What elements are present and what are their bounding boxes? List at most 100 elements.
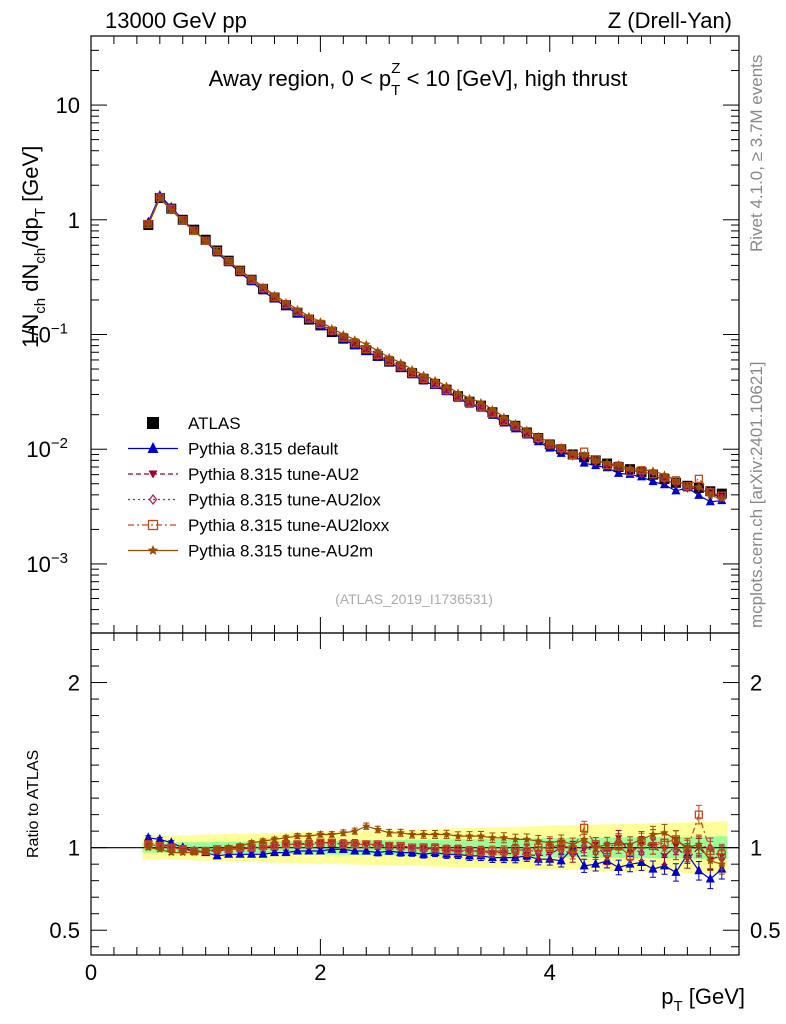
au2m-marker xyxy=(155,193,165,203)
default-marker xyxy=(671,866,681,876)
au2m-marker xyxy=(147,545,159,555)
au2loxx-marker xyxy=(373,840,382,849)
au2m-marker xyxy=(419,370,428,379)
au2m-marker xyxy=(430,830,440,839)
mcplots-label: mcplots.cern.ch [arXiv:2401.10621] xyxy=(747,362,766,628)
header-beam-label: 13000 GeV pp xyxy=(105,8,247,33)
default-marker xyxy=(614,467,624,477)
au2m-marker xyxy=(465,831,474,840)
au2m-marker xyxy=(362,821,371,830)
au2m-marker xyxy=(201,236,210,245)
au2m-marker xyxy=(293,831,302,840)
au2m-marker xyxy=(327,323,337,332)
au2loxx-marker xyxy=(385,841,394,851)
au2m-marker xyxy=(706,490,715,500)
chart-title: Away region, 0 < pTZ < 10 [GeV], high th… xyxy=(209,60,628,99)
au2m-marker xyxy=(235,841,245,850)
ratio-tick-label-right: 1 xyxy=(750,836,762,861)
ratio-tick-label-right: 2 xyxy=(750,671,762,696)
legend-label-au2: Pythia 8.315 tune-AU2 xyxy=(188,465,359,484)
au2m-marker xyxy=(534,836,543,845)
au2m-marker xyxy=(568,839,577,848)
au2m-marker xyxy=(706,856,715,865)
y-tick-label: 10−2 xyxy=(26,435,68,462)
au2loxx-marker xyxy=(339,840,348,849)
default-marker xyxy=(614,861,624,871)
legend-label-au2lox: Pythia 8.315 tune-AU2lox xyxy=(188,491,381,510)
default-marker xyxy=(694,489,704,499)
au2m-marker xyxy=(648,466,658,475)
au2m-marker xyxy=(614,461,623,470)
au2m-marker xyxy=(270,834,279,844)
au2m-marker xyxy=(224,843,233,852)
au2loxx-marker xyxy=(465,846,474,856)
au2m-marker xyxy=(373,825,382,834)
au2m-marker xyxy=(304,831,314,840)
au2m-marker xyxy=(442,381,451,390)
au2m-marker xyxy=(614,838,623,847)
default-marker xyxy=(579,860,589,870)
x-tick-label: 2 xyxy=(314,960,326,985)
au2m-marker xyxy=(499,833,509,842)
au2m-marker xyxy=(694,839,704,848)
au2m-marker xyxy=(144,843,153,852)
au2m-marker xyxy=(167,205,176,214)
au2loxx-marker xyxy=(270,841,279,851)
au2m-marker xyxy=(637,465,646,474)
au2m-marker xyxy=(144,220,153,229)
au2loxx-marker xyxy=(316,838,325,847)
au2m-marker xyxy=(189,848,199,857)
au2lox-marker xyxy=(443,846,450,856)
au2m-marker xyxy=(476,397,486,406)
au2m-marker xyxy=(465,393,474,402)
legend-label-default: Pythia 8.315 default xyxy=(188,440,339,459)
au2m-marker xyxy=(602,458,612,467)
au2m-marker xyxy=(683,481,692,490)
au2m-marker xyxy=(557,442,566,451)
au2lox-marker xyxy=(580,841,588,851)
au2m-marker xyxy=(534,431,543,440)
default-marker xyxy=(155,833,165,843)
au2loxx-marker xyxy=(304,840,314,849)
y-tick-label: 10−1 xyxy=(26,321,68,348)
default-marker xyxy=(292,845,302,855)
default-marker xyxy=(258,848,268,858)
au2m-marker xyxy=(316,317,325,326)
x-tick-label: 0 xyxy=(85,960,97,985)
x-tick-label: 4 xyxy=(544,960,556,985)
legend-label-data: ATLAS xyxy=(188,414,241,433)
ratio-tick-label-left: 1 xyxy=(68,836,80,861)
au2loxx-marker xyxy=(147,519,159,531)
au2m-marker xyxy=(511,834,520,844)
au2m-marker xyxy=(281,833,291,842)
au2m-marker xyxy=(545,438,554,447)
chart-title-sub: T xyxy=(391,82,400,99)
au2m-marker xyxy=(625,463,635,472)
au2lox-marker xyxy=(615,460,622,470)
chart-title-sup: Z xyxy=(391,60,400,77)
y-tick-label: 10−3 xyxy=(26,550,68,577)
au2loxx-marker xyxy=(453,845,463,854)
au2lox-marker xyxy=(148,493,158,506)
au2m-marker xyxy=(189,226,199,235)
legend-label-au2m: Pythia 8.315 tune-AU2m xyxy=(188,542,373,561)
au2m-marker xyxy=(167,848,176,857)
header-process-label: Z (Drell-Yan) xyxy=(608,8,732,33)
au2loxx-marker xyxy=(419,843,428,852)
au2m-marker xyxy=(591,455,600,464)
rivet-version-label: Rivet 4.1.0, ≥ 3.7M events xyxy=(747,55,766,252)
au2m-marker xyxy=(522,425,532,434)
au2m-marker xyxy=(453,388,463,397)
au2m-marker xyxy=(247,838,256,847)
au2-marker xyxy=(148,470,158,479)
au2m-marker xyxy=(660,828,669,837)
au2m-marker xyxy=(350,335,360,344)
au2m-marker xyxy=(717,859,727,868)
default-marker xyxy=(648,476,658,486)
au2m-marker xyxy=(717,494,727,503)
au2m-marker xyxy=(155,844,165,853)
au2lox-marker xyxy=(672,846,680,856)
x-axis-label: pT [GeV] xyxy=(661,984,745,1015)
au2loxx-marker xyxy=(694,810,704,819)
